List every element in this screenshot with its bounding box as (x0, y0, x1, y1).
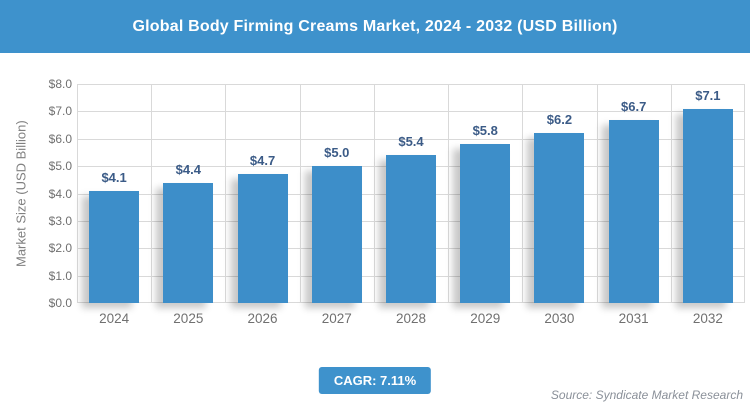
v-gridline (77, 84, 78, 303)
bar-2027 (311, 166, 362, 303)
bar-value-label: $4.7 (249, 153, 276, 169)
x-tick-label: 2025 (173, 311, 204, 326)
v-gridline (744, 84, 745, 303)
y-tick-label: $7.0 (48, 104, 72, 119)
bar-value-label: $4.4 (175, 161, 201, 177)
y-tick-label: $0.0 (48, 296, 72, 310)
y-tick-label: $4.0 (48, 186, 72, 201)
v-gridline (373, 84, 375, 303)
x-tick-label: 2024 (99, 311, 130, 326)
bar-2024 (89, 190, 140, 303)
bar-2031 (608, 119, 659, 303)
v-gridline (225, 84, 227, 303)
bar-value-label: $5.8 (472, 123, 498, 139)
h-gridline (77, 138, 745, 140)
v-gridline (670, 84, 672, 303)
h-gridline (77, 84, 745, 85)
x-tick-label: 2030 (544, 311, 575, 326)
bar-2030 (534, 133, 585, 303)
x-tick-label: 2026 (247, 311, 278, 326)
bar-value-label: $4.1 (101, 169, 127, 185)
v-gridline (522, 84, 524, 303)
x-tick-label: 2029 (470, 311, 501, 326)
x-tick-label: 2032 (692, 311, 723, 326)
y-tick-label: $8.0 (48, 77, 72, 91)
source-credit: Source: Syndicate Market Research (550, 388, 743, 402)
y-axis-tick-labels: $0.0 $1.0 $2.0 $3.0 $4.0 $5.0 $6.0 $7.0 $8.0 (0, 77, 72, 310)
v-gridline (448, 84, 450, 303)
x-tick-label: 2031 (618, 311, 649, 326)
h-gridline (77, 111, 745, 113)
bar-value-label: $6.2 (546, 112, 573, 128)
chart-header: Global Body Firming Creams Market, 2024 … (0, 0, 750, 53)
bar-value-label: $5.4 (398, 134, 424, 150)
x-tick-label: 2027 (321, 311, 352, 326)
y-tick-label: $3.0 (48, 213, 72, 228)
y-tick-label: $5.0 (48, 159, 72, 174)
bar-value-label: $6.7 (621, 98, 647, 114)
v-gridline (151, 84, 153, 303)
x-axis-labels: 2024 2025 2026 2027 2028 2029 2030 2031 2032 (77, 311, 745, 331)
bar-2025 (163, 182, 214, 303)
y-tick-label: $2.0 (48, 241, 72, 256)
bar-value-label: $7.1 (695, 87, 721, 103)
bar-2026 (237, 174, 288, 303)
x-tick-label: 2028 (395, 311, 426, 326)
chart-title: Global Body Firming Creams Market, 2024 … (132, 17, 618, 35)
y-tick-label: $1.0 (48, 268, 72, 283)
y-tick-label: $6.0 (48, 131, 72, 146)
bar-2032 (682, 108, 733, 303)
bar-2029 (460, 144, 511, 303)
v-gridline (299, 84, 301, 303)
cagr-badge: CAGR: 7.11% (318, 367, 432, 394)
bar-value-label: $5.0 (324, 145, 350, 161)
v-gridline (596, 84, 598, 303)
plot-area: $4.1 $4.4 $4.7 $5.0 $5.4 $5.8 $6.2 $6.7 $7.1 (77, 84, 745, 303)
bar-2028 (386, 155, 436, 303)
